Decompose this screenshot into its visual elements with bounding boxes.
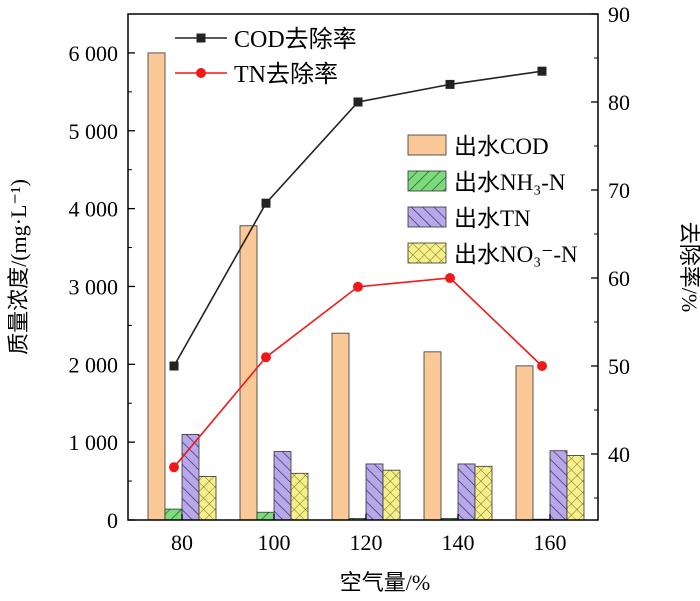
y2-tick-label: 40	[608, 442, 630, 467]
point-1-100	[261, 198, 271, 208]
bar-1-100	[239, 225, 258, 521]
y-tick-label: 4 000	[69, 197, 119, 222]
bar-4-80	[198, 476, 217, 521]
y2-tick-label: 60	[608, 266, 630, 291]
legend-bar-swatch	[407, 242, 447, 264]
y-axis-left: 0 1 000 2 000 3 000 4 000 5 000 6 000	[69, 41, 135, 533]
y-tick-label: 3 000	[69, 274, 119, 299]
y-tick-label: 2 000	[69, 352, 119, 377]
bar-3-160	[549, 450, 568, 521]
x-tick-label: 140	[442, 530, 475, 555]
y-axis-right: 40 50 60 70 80 90	[591, 2, 630, 499]
legend-bar-label: 出水TN	[454, 206, 531, 231]
bar-1-140	[423, 351, 442, 521]
x-tick-label: 100	[258, 530, 291, 555]
x-tick-label: 120	[350, 530, 383, 555]
legend-line-label: COD去除率	[234, 26, 357, 53]
point-2-140	[445, 273, 455, 283]
legend-marker	[196, 68, 206, 78]
y2-tick-label: 90	[608, 2, 630, 27]
y2-axis-title: 去除率/%	[677, 222, 700, 312]
point-2-160	[537, 361, 547, 371]
bar-2-80	[164, 508, 183, 521]
point-1-160	[537, 66, 547, 76]
legend-bars: 出水COD 出水NH₃-N 出水TN 出水NO₃⁻-N	[407, 134, 578, 267]
legend-bar-label: 出水NO₃⁻-N	[454, 242, 578, 267]
bar-3-120	[365, 463, 384, 521]
bar-4-100	[290, 472, 309, 521]
bar-2-100	[256, 511, 275, 521]
y-tick-label: 5 000	[69, 119, 119, 144]
x-tick-label: 160	[534, 530, 567, 555]
y2-tick-label: 50	[608, 354, 630, 379]
legend-bar-label: 出水COD	[454, 134, 549, 159]
legend-lines: COD去除率 TN去除率	[175, 26, 357, 88]
y2-tick-label: 80	[608, 90, 630, 115]
x-axis: 80 100 120 140 160	[171, 514, 567, 555]
bar-1-120	[331, 332, 350, 521]
legend-line-label: TN去除率	[234, 61, 338, 88]
point-2-120	[353, 281, 363, 292]
bar-4-140	[474, 465, 493, 521]
line-layer	[169, 66, 547, 473]
bar-4-120	[382, 469, 401, 521]
legend-bar-label: 出水NH₃-N	[454, 170, 566, 195]
y-tick-label: 0	[107, 508, 118, 533]
point-1-120	[353, 97, 363, 107]
plot-frame	[127, 13, 599, 521]
x-tick-label: 80	[171, 530, 193, 555]
point-2-100	[261, 352, 271, 363]
legend-marker	[196, 33, 206, 43]
y-axis-title: 质量浓度/(mg·L⁻¹)	[6, 179, 31, 355]
line-2	[173, 277, 543, 468]
bar-1-80	[147, 52, 166, 521]
y-tick-label: 6 000	[69, 41, 119, 66]
bar-3-140	[457, 463, 476, 521]
bar-1-160	[515, 365, 534, 521]
legend-bar-swatch	[407, 134, 447, 156]
legend-bar-swatch	[407, 170, 447, 192]
y2-tick-label: 70	[608, 178, 630, 203]
point-1-140	[445, 79, 455, 89]
y-tick-label: 1 000	[69, 430, 119, 455]
x-axis-title: 空气量/%	[340, 570, 430, 595]
point-1-80	[169, 361, 179, 371]
bar-4-160	[566, 454, 585, 521]
bar-3-100	[273, 451, 292, 521]
point-2-80	[169, 462, 179, 473]
legend-bar-swatch	[407, 206, 447, 228]
bar-layer	[147, 52, 585, 521]
